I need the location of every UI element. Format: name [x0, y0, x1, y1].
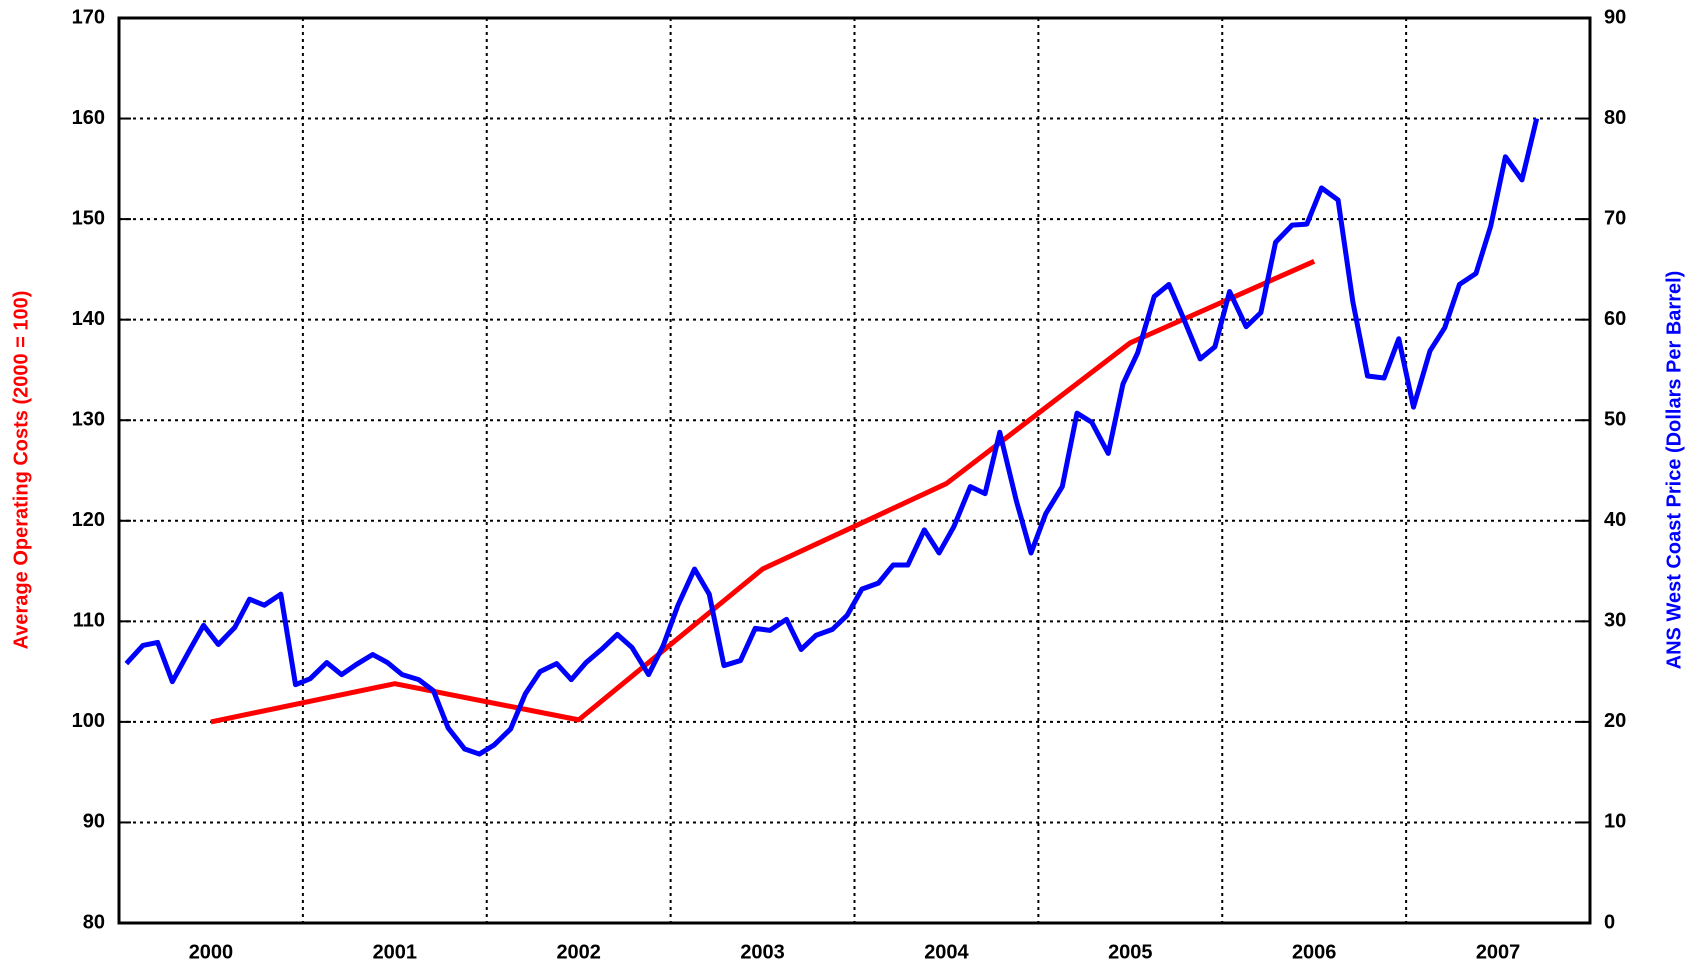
- y2-tick-label: 60: [1604, 308, 1626, 330]
- x-tick-label: 2002: [556, 941, 601, 963]
- x-tick-label: 2004: [924, 941, 969, 963]
- x-tick-label: 2007: [1476, 941, 1521, 963]
- plot-frame: [117, 16, 1592, 925]
- y-tick-label: 130: [72, 409, 105, 431]
- y-tick-label: 160: [72, 107, 105, 129]
- data-line: [124, 117, 1540, 757]
- x-tick-label: 2001: [373, 941, 418, 963]
- y-tick-label: 100: [72, 710, 105, 732]
- x-tick-label: 2005: [1108, 941, 1153, 963]
- y-tick-label: 120: [72, 509, 105, 531]
- y-tick-label: 150: [72, 207, 105, 229]
- y2-tick-label: 0: [1604, 911, 1615, 933]
- x-tick-label: 2006: [1292, 941, 1337, 963]
- y-tick-label: 170: [72, 6, 105, 28]
- x-tick-label: 2003: [740, 941, 785, 963]
- y2-tick-label: 30: [1604, 610, 1626, 632]
- y2-tick-label: 90: [1604, 6, 1626, 28]
- y-axis-label: Average Operating Costs (2000 = 100): [10, 291, 32, 650]
- data-line: [210, 259, 1316, 725]
- y2-tick-label: 10: [1604, 811, 1626, 833]
- x-tick-label: 2000: [189, 941, 234, 963]
- y2-tick-label: 20: [1604, 710, 1626, 732]
- y-tick-label: 90: [83, 811, 105, 833]
- y2-axis-label: ANS West Coast Price (Dollars Per Barrel…: [1663, 271, 1685, 670]
- y-tick-label: 140: [72, 308, 105, 330]
- y2-tick-label: 40: [1604, 509, 1626, 531]
- y2-tick-label: 70: [1604, 207, 1626, 229]
- y2-tick-label: 50: [1604, 409, 1626, 431]
- y-tick-label: 80: [83, 911, 105, 933]
- y-tick-label: 110: [73, 610, 105, 632]
- y2-tick-label: 80: [1604, 107, 1626, 129]
